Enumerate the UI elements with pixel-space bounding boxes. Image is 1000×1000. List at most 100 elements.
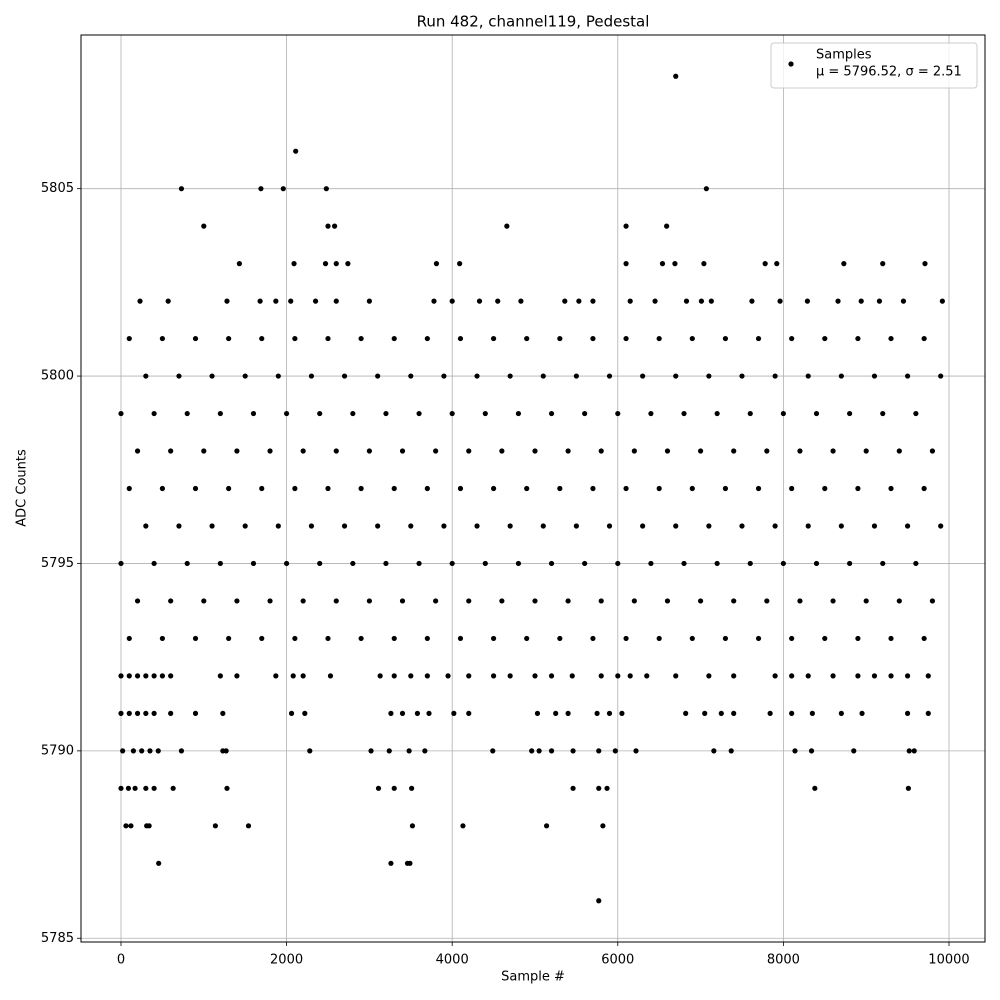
sample-point [377, 673, 383, 679]
sample-point [288, 710, 295, 716]
sample-point [755, 635, 762, 642]
x-tick-label: 8000 [767, 953, 800, 968]
sample-point [424, 335, 430, 342]
sample-point [809, 710, 815, 716]
sample-point [905, 785, 912, 791]
sample-point [217, 560, 223, 567]
sample-point [192, 335, 199, 342]
sample-point [565, 448, 571, 454]
sample-point [631, 598, 637, 604]
sample-point [888, 673, 894, 679]
sample-point [797, 598, 803, 604]
legend-label: Samples [816, 48, 872, 63]
sample-point [739, 373, 745, 379]
sample-point [416, 560, 422, 567]
sample-point [408, 523, 414, 529]
sample-point [375, 523, 381, 529]
sample-point [242, 523, 248, 529]
sample-point [422, 748, 428, 754]
sample-point [159, 673, 165, 679]
sample-point [627, 298, 633, 304]
sample-point [302, 710, 308, 716]
sample-point [731, 448, 737, 454]
sample-point [155, 748, 161, 754]
sample-point [855, 335, 861, 342]
sample-point [143, 785, 149, 791]
sample-point [921, 335, 927, 342]
sample-point [772, 673, 778, 679]
sample-point [596, 748, 602, 754]
sample-point [332, 223, 338, 229]
sample-point [681, 410, 687, 417]
grid-layer [81, 35, 985, 942]
sample-point [728, 748, 734, 754]
sample-point [515, 560, 522, 567]
sample-point [273, 298, 279, 304]
sample-point [644, 673, 650, 679]
legend-box [770, 42, 978, 89]
sample-point [168, 448, 174, 454]
sample-point [689, 485, 695, 492]
sample-point [224, 298, 230, 304]
sample-point [673, 523, 679, 529]
sample-point [212, 823, 218, 829]
sample-point [234, 448, 240, 454]
sample-point [515, 410, 522, 417]
sample-point [333, 448, 339, 454]
sample-point [118, 710, 124, 716]
legend-marker [788, 61, 794, 67]
sample-point [921, 485, 927, 492]
sample-point [929, 448, 936, 454]
sample-point [612, 748, 618, 754]
sample-point [143, 523, 149, 529]
sample-point [460, 823, 466, 829]
sample-point [590, 485, 596, 492]
sample-point [656, 635, 662, 642]
sample-point [859, 710, 865, 716]
sample-point [925, 710, 931, 716]
sample-point [178, 186, 185, 192]
sample-point [822, 335, 828, 342]
sample-point [922, 261, 928, 267]
sample-point [640, 373, 646, 379]
sample-point [529, 748, 535, 754]
sample-point [426, 710, 432, 716]
sample-point [789, 710, 795, 716]
sample-point [714, 560, 720, 567]
sample-point [911, 748, 917, 754]
sample-point [350, 560, 356, 567]
sample-point [548, 560, 555, 567]
sample-point [170, 785, 176, 791]
sample-point [209, 373, 215, 379]
sample-point [557, 485, 563, 492]
sample-point [176, 523, 182, 529]
sample-point [283, 560, 290, 567]
sample-point [386, 748, 392, 754]
sample-point [474, 523, 480, 529]
sample-point [291, 261, 297, 267]
sample-point [772, 523, 778, 529]
sample-point [134, 598, 141, 604]
sample-point [789, 335, 795, 342]
sample-point [656, 485, 662, 492]
sample-point [631, 448, 637, 454]
sample-point [168, 598, 174, 604]
sample-point [383, 410, 389, 417]
sample-point [433, 261, 440, 267]
sample-point [126, 485, 132, 492]
sample-point [904, 673, 911, 679]
sample-point [151, 673, 157, 679]
sample-point [697, 598, 704, 604]
sample-point [851, 748, 857, 754]
sample-point [731, 673, 737, 679]
sample-point [896, 448, 902, 454]
sample-point [596, 898, 602, 904]
sample-point [673, 373, 679, 379]
sample-point [689, 635, 695, 642]
sample-point [789, 485, 795, 492]
sample-point [615, 560, 621, 567]
sample-point [764, 598, 770, 604]
sample-point [904, 373, 911, 379]
sample-point [880, 560, 886, 567]
